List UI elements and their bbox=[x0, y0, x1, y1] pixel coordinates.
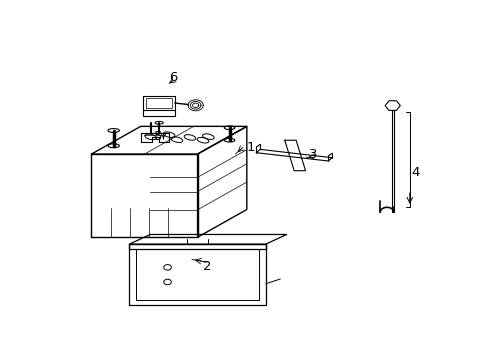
Text: 1: 1 bbox=[246, 141, 254, 154]
Ellipse shape bbox=[224, 126, 234, 130]
Text: 2: 2 bbox=[203, 260, 211, 273]
Ellipse shape bbox=[108, 129, 119, 132]
Text: 6: 6 bbox=[168, 71, 177, 84]
Text: 4: 4 bbox=[410, 166, 419, 179]
Text: 3: 3 bbox=[308, 148, 317, 161]
Text: 5: 5 bbox=[153, 130, 162, 143]
